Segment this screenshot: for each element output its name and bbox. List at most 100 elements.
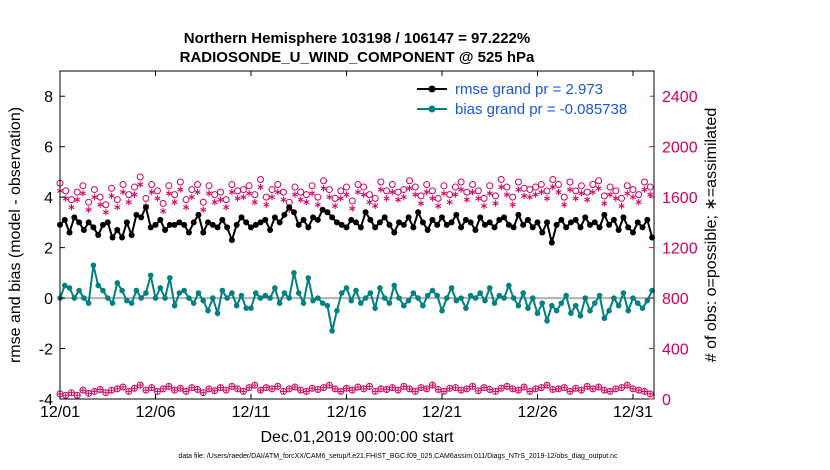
obs-low-point [526, 387, 534, 395]
bias-point [157, 285, 164, 291]
obs-low-point [142, 386, 150, 394]
bias-point [186, 295, 192, 301]
bias-point [85, 300, 92, 306]
obs-assimilated-point [85, 206, 92, 213]
bias-point [90, 262, 97, 269]
obs-possible-point [577, 182, 585, 190]
rmse-point [367, 216, 374, 223]
bias-point [415, 295, 421, 301]
star-stroke [566, 187, 573, 192]
bias-point [615, 302, 622, 309]
rmse-point [200, 229, 207, 236]
bias-point [124, 297, 130, 304]
plot-area [56, 173, 656, 399]
obs-low-point [640, 387, 648, 395]
obs-assimilated-point [314, 201, 321, 208]
star-stroke [291, 192, 298, 197]
star-stroke [486, 191, 493, 196]
bias-point [534, 310, 541, 317]
rmse-point [596, 224, 603, 231]
rmse-point [386, 221, 393, 228]
obs-low-circle [400, 382, 408, 390]
rmse-point [338, 221, 345, 228]
rmse-point [147, 224, 154, 231]
obs-possible-point [216, 188, 224, 196]
y-right-tick-label: 2400 [662, 89, 698, 106]
star-stroke [274, 190, 281, 195]
obs-assimilated-point [578, 190, 585, 197]
star-stroke [154, 196, 161, 201]
bias-point [334, 307, 340, 314]
bias-point [405, 297, 412, 304]
star-stroke [412, 192, 419, 197]
obs-low-circle [325, 381, 333, 389]
obs-low-point [62, 391, 70, 399]
rmse-point [157, 216, 164, 223]
bias-point [496, 292, 503, 299]
rmse-point [76, 219, 83, 226]
star-stroke [332, 203, 339, 209]
rmse-point [329, 214, 336, 221]
bias-point [572, 302, 579, 309]
obs-low-circle [388, 384, 396, 392]
rmse-point [520, 221, 527, 228]
rmse-point [429, 216, 436, 223]
obs-assimilated-point [498, 183, 505, 191]
rmse-point [443, 221, 450, 228]
obs-possible-point [79, 182, 87, 190]
series-rmse [57, 204, 656, 246]
legend-bias-label: bias grand pr = -0.085738 [455, 101, 627, 118]
obs-low-point [423, 385, 431, 393]
obs-assimilated-point [263, 201, 270, 208]
x-tick-label: 12/26 [517, 404, 557, 421]
obs-assimilated-point [406, 185, 413, 192]
star-stroke [280, 197, 287, 202]
obs-low-circle [199, 389, 207, 397]
obs-low-point [514, 386, 522, 394]
obs-possible-point [629, 186, 637, 194]
rmse-point [224, 224, 231, 231]
y-left-tick-label: -2 [39, 342, 53, 359]
bias-point [515, 302, 522, 309]
rmse-point [601, 211, 608, 218]
bias-point [377, 285, 383, 291]
bias-point [620, 290, 627, 296]
star-stroke [526, 195, 533, 200]
obs-low-point [440, 387, 448, 395]
bias-point [295, 290, 302, 296]
obs-possible-point [96, 193, 104, 201]
bias-point [219, 287, 226, 294]
obs-possible-point [119, 181, 127, 189]
x-axis: 12/01 12/06 12/11 12/16 12/21 12/26 12/31 [40, 71, 653, 421]
legend-box [410, 78, 650, 122]
obs-possible-point [612, 187, 620, 195]
data-file-footnote: data file: /Users/raeder/DAI/ATM_forcXX/… [178, 453, 618, 460]
rmse-point [90, 224, 97, 231]
rmse-point [228, 237, 235, 244]
star-stroke [234, 196, 241, 201]
obs-assimilated-point [205, 190, 212, 197]
rmse-point [252, 221, 259, 228]
obs-possible-point [371, 194, 379, 202]
obs-low-point [245, 384, 253, 392]
rmse-point [99, 221, 106, 228]
obs-assimilated-point [475, 195, 482, 202]
obs-low-circle [125, 387, 133, 395]
obs-low-point [555, 385, 563, 393]
obs-low-point [130, 384, 138, 392]
bias-point [372, 305, 378, 311]
bias-point [81, 295, 87, 301]
obs-assimilated-point [165, 190, 172, 197]
rmse-point [486, 219, 493, 226]
star-stroke [498, 185, 505, 190]
rmse-point [305, 224, 312, 231]
obs-possible-point [159, 199, 167, 207]
obs-possible-point [148, 181, 156, 189]
rmse-point [205, 219, 212, 226]
obs-assimilated-point [188, 193, 195, 201]
star-stroke [440, 191, 447, 196]
rmse-point [162, 226, 169, 233]
bias-point [386, 300, 393, 306]
star-stroke [148, 190, 155, 195]
obs-assimilated-point [297, 196, 304, 203]
